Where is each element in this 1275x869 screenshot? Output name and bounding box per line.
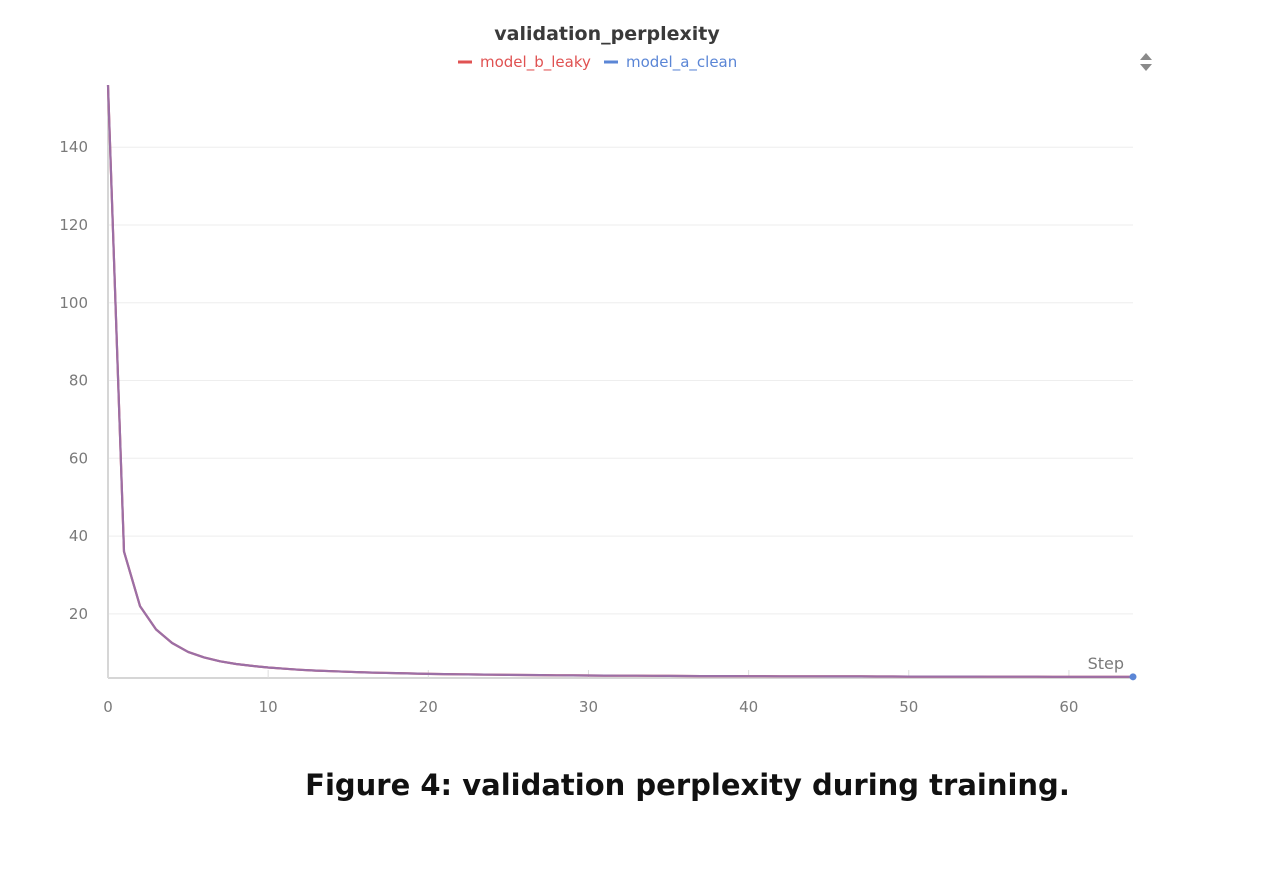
y-tick-label: 20 (69, 605, 88, 623)
grid (108, 146, 1133, 615)
legend[interactable]: model_b_leaky model_a_clean (458, 53, 737, 72)
x-tick-label: 20 (419, 698, 438, 716)
y-tick-label: 40 (69, 527, 88, 545)
legend-label: model_b_leaky (480, 53, 591, 72)
y-tick-label: 80 (69, 372, 88, 390)
chart: validation_perplexity model_b_leaky model… (59, 23, 1152, 716)
x-tick-label: 40 (739, 698, 758, 716)
x-tick-label: 60 (1059, 698, 1078, 716)
y-tick-label: 60 (69, 449, 88, 467)
x-tick-label: 30 (579, 698, 598, 716)
x-tick-label: 0 (103, 698, 113, 716)
y-tick-label: 140 (59, 138, 88, 156)
series-endpoint-marker (1129, 673, 1137, 681)
sort-toggle-icon[interactable] (1140, 53, 1152, 71)
x-tick-label: 50 (899, 698, 918, 716)
y-tick-label: 100 (59, 294, 88, 312)
axes: 20 40 60 80 100 120 140 0 10 20 30 40 50 60 (59, 85, 1133, 716)
x-axis-label: Step (1088, 654, 1124, 673)
series-layer (106, 84, 1137, 681)
figure-caption: Figure 4: validation perplexity during t… (305, 768, 1070, 802)
x-tick-label: 10 (259, 698, 278, 716)
chart-title: validation_perplexity (494, 23, 720, 45)
y-tick-label: 120 (59, 216, 88, 234)
legend-label: model_a_clean (626, 53, 737, 72)
legend-item-model_b_leaky[interactable]: model_b_leaky (458, 53, 591, 72)
series-line-model_a_clean (106, 84, 1133, 678)
legend-item-model_a_clean[interactable]: model_a_clean (604, 53, 737, 72)
